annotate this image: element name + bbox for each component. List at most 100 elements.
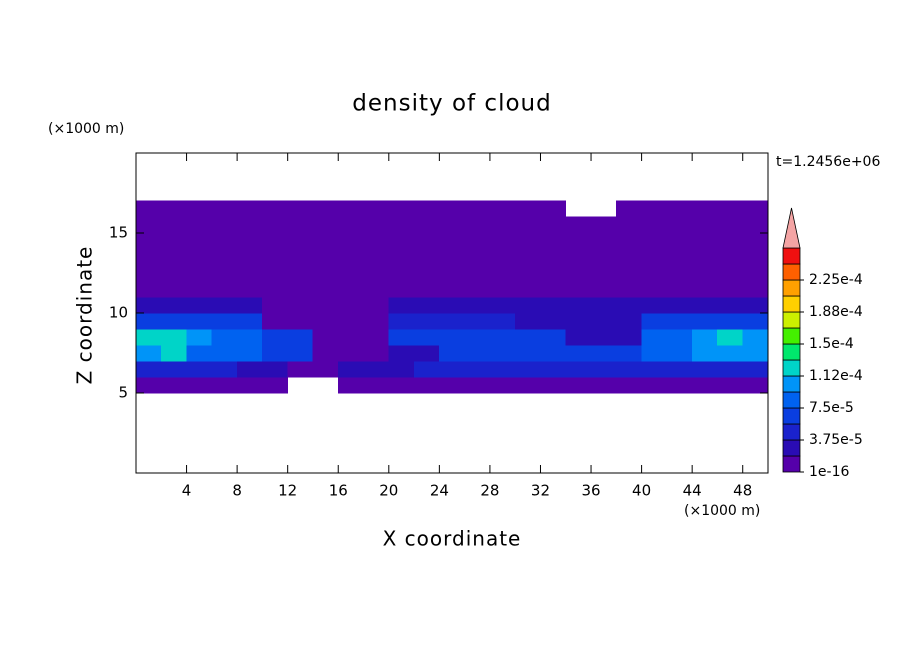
contour-cell	[413, 280, 440, 298]
contour-cell	[742, 328, 769, 346]
colorbar-tick-label: 1.88e-4	[809, 304, 863, 320]
contour-cell	[287, 200, 314, 218]
contour-cell	[717, 360, 744, 378]
contour-cell	[464, 328, 491, 346]
contour-cell	[312, 232, 339, 250]
contour-cell	[160, 264, 187, 282]
contour-cell	[439, 248, 465, 266]
contour-cell	[464, 376, 491, 394]
contour-cell	[337, 200, 364, 218]
chart-title: density of cloud	[352, 91, 551, 117]
contour-cell	[388, 312, 415, 330]
contour-cell	[236, 360, 263, 378]
contour-cell	[540, 232, 567, 250]
contour-cell	[590, 312, 617, 330]
contour-cell	[262, 216, 288, 234]
contour-cell	[717, 312, 744, 330]
contour-cell	[565, 248, 592, 266]
contour-cell	[236, 264, 263, 282]
contour-cell	[160, 280, 187, 298]
contour-cell	[717, 200, 744, 218]
contour-cell	[186, 360, 213, 378]
contour-cell	[388, 200, 415, 218]
contour-cell	[641, 200, 668, 218]
colorbar-tick-label: 1e-16	[809, 464, 849, 480]
contour-cell	[287, 264, 314, 282]
contour-cell	[236, 280, 263, 298]
x-tick-label: 32	[531, 482, 550, 500]
contour-cell	[540, 264, 567, 282]
contour-cell	[439, 200, 465, 218]
contour-cell	[641, 248, 668, 266]
contour-cell	[135, 296, 162, 314]
contour-cell	[489, 216, 516, 234]
contour-cell	[439, 264, 465, 282]
contour-cell	[590, 344, 617, 362]
contour-cell	[691, 248, 718, 266]
contour-cell	[186, 280, 213, 298]
contour-cell	[514, 296, 541, 314]
contour-cell	[363, 248, 390, 266]
contour-cell	[287, 328, 314, 346]
contour-cell	[464, 200, 491, 218]
contour-cell	[337, 328, 364, 346]
contour-cell	[616, 312, 642, 330]
contour-cell	[742, 232, 769, 250]
contour-cell	[413, 296, 440, 314]
colorbar-band	[782, 391, 801, 409]
contour-cell	[135, 328, 162, 346]
contour-cell	[742, 312, 769, 330]
contour-cell	[388, 360, 415, 378]
contour-cell	[489, 376, 516, 394]
contour-cell	[540, 376, 567, 394]
contour-cell	[388, 376, 415, 394]
contour-cell	[641, 312, 668, 330]
contour-cell	[135, 376, 162, 394]
y-tick-label: 5	[118, 384, 128, 402]
contour-cell	[135, 360, 162, 378]
contour-cell	[590, 248, 617, 266]
contour-cell	[616, 216, 642, 234]
contour-cell	[666, 344, 693, 362]
contour-cell	[565, 216, 592, 234]
contour-cell	[262, 248, 288, 266]
contour-cell	[312, 264, 339, 282]
contour-cell	[413, 232, 440, 250]
contour-cell	[691, 296, 718, 314]
contour-cell	[616, 376, 642, 394]
contour-cell	[363, 312, 390, 330]
contour-cell	[236, 312, 263, 330]
contour-cell	[616, 280, 642, 298]
x-tick-label: 16	[329, 482, 348, 500]
contour-cell	[160, 216, 187, 234]
contour-cell	[262, 360, 288, 378]
y-tick-label: 15	[109, 224, 128, 242]
x-tick-label: 12	[278, 482, 297, 500]
contour-cell	[413, 312, 440, 330]
contour-cell	[236, 328, 263, 346]
contour-cell	[236, 200, 263, 218]
contour-cell	[287, 232, 314, 250]
contour-cell	[211, 360, 238, 378]
contour-cell	[666, 376, 693, 394]
contour-cell	[413, 328, 440, 346]
contour-cell	[717, 376, 744, 394]
contour-cell	[236, 216, 263, 234]
contour-cell	[413, 216, 440, 234]
contour-cell	[464, 296, 491, 314]
contour-cell	[413, 344, 440, 362]
contour-cell	[135, 264, 162, 282]
contour-cell	[464, 280, 491, 298]
colorbar-band	[782, 279, 801, 297]
contour-cell	[337, 376, 364, 394]
contour-cell	[388, 216, 415, 234]
colorbar-band	[782, 455, 801, 473]
contour-cell	[287, 360, 314, 378]
contour-cell	[616, 248, 642, 266]
contour-cell	[742, 264, 769, 282]
contour-cell	[262, 312, 288, 330]
contour-cell	[514, 376, 541, 394]
contour-cell	[135, 216, 162, 234]
contour-cell	[742, 296, 769, 314]
contour-cell	[262, 328, 288, 346]
